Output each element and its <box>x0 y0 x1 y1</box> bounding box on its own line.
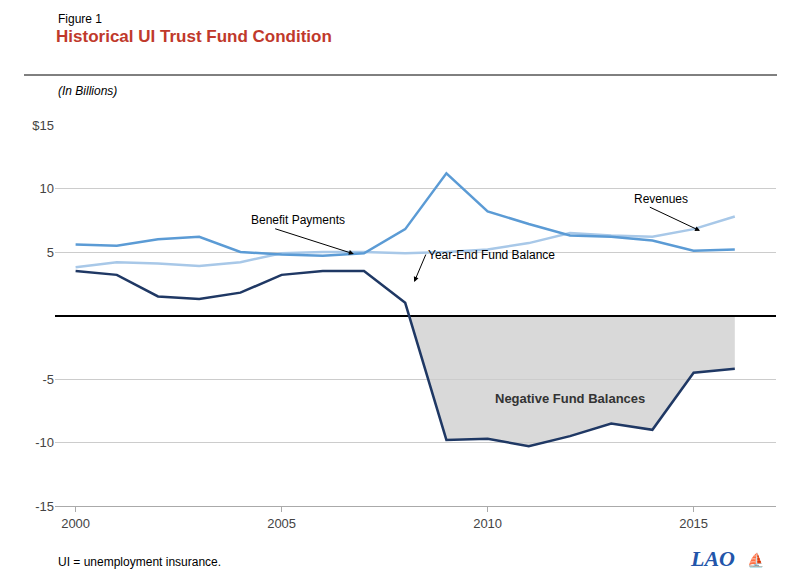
svg-text:(In Billions): (In Billions) <box>58 84 117 98</box>
svg-text:⛵: ⛵ <box>747 552 764 569</box>
svg-text:-15: -15 <box>35 499 54 514</box>
svg-text:5: 5 <box>47 245 54 260</box>
svg-text:2000: 2000 <box>61 516 90 531</box>
svg-text:Revenues: Revenues <box>634 192 688 206</box>
svg-text:2005: 2005 <box>267 516 296 531</box>
svg-text:-10: -10 <box>35 435 54 450</box>
svg-text:10: 10 <box>40 181 54 196</box>
svg-text:Historical UI Trust Fund Condi: Historical UI Trust Fund Condition <box>56 27 332 46</box>
svg-text:Figure 1: Figure 1 <box>58 12 102 26</box>
svg-text:LAO: LAO <box>690 546 735 571</box>
svg-text:Benefit Payments: Benefit Payments <box>251 213 345 227</box>
svg-text:Year-End Fund Balance: Year-End Fund Balance <box>428 248 555 262</box>
svg-text:$15: $15 <box>32 118 54 133</box>
svg-text:Negative Fund Balances: Negative Fund Balances <box>495 391 645 406</box>
svg-text:UI = unemployment insurance.: UI = unemployment insurance. <box>58 555 221 569</box>
svg-text:2010: 2010 <box>473 516 502 531</box>
svg-text:2015: 2015 <box>679 516 708 531</box>
svg-text:-5: -5 <box>42 372 54 387</box>
